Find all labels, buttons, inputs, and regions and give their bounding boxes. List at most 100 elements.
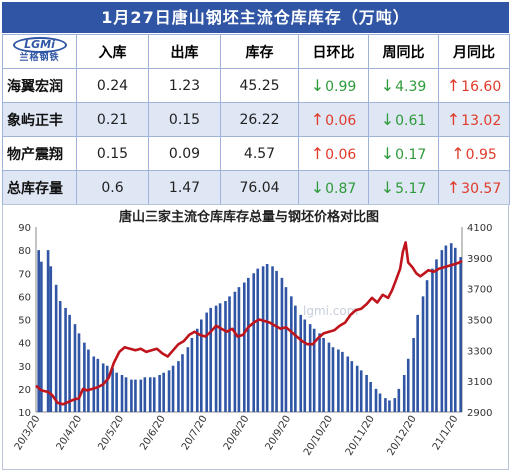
- cell-wow: ↓0.17: [368, 136, 439, 171]
- inventory-bar: [205, 312, 208, 412]
- change-value: 0.61: [395, 113, 427, 129]
- table-row: 海翼宏润 0.24 1.23 45.25 ↓0.99 ↓4.39 ↑16.60: [2, 68, 510, 103]
- inventory-bar: [37, 250, 40, 412]
- inventory-bar: [406, 358, 410, 412]
- cell-out: 0.15: [148, 102, 221, 137]
- chart-watermark: lgmi.com: [303, 304, 358, 318]
- y-right-tick-label: 3900: [467, 254, 492, 265]
- arrow-up-icon: ↑: [446, 178, 461, 197]
- inventory-bar: [284, 287, 288, 412]
- inventory-bar: [214, 305, 218, 412]
- inventory-bar: [73, 324, 77, 412]
- inventory-price-chart: 唐山三家主流仓库库存总量与钢坯价格对比图 lgmi.com 10 20 30 40 50 60…: [13, 209, 493, 458]
- arrow-down-icon: ↓: [380, 110, 395, 129]
- cell-in: 0.24: [76, 68, 149, 103]
- inventory-bar: [299, 314, 303, 412]
- inventory-bar: [105, 365, 109, 412]
- y-left-tick-label: 80: [18, 246, 31, 257]
- col-header-out: 出库: [148, 34, 221, 69]
- col-header-mom: 月同比: [438, 34, 510, 69]
- inventory-bar: [290, 296, 293, 412]
- col-header-dod: 日环比: [298, 34, 369, 69]
- cell-mom: ↑0.95: [438, 136, 510, 171]
- inventory-bar: [256, 268, 260, 412]
- lgmi-logo: LGMi 兰格钢铁: [5, 36, 75, 64]
- cell-stock: 76.04: [220, 170, 299, 205]
- inventory-bar: [190, 338, 194, 412]
- inventory-bar: [431, 268, 434, 412]
- inventory-bar: [237, 287, 241, 412]
- inventory-bar: [444, 245, 448, 412]
- inventory-bar: [171, 365, 175, 412]
- y-left-tick-label: 90: [18, 223, 31, 234]
- arrow-up-icon: ↑: [310, 144, 325, 163]
- x-tick-label: 20/11/20: [344, 414, 377, 458]
- inventory-bar: [96, 358, 100, 412]
- logo-cell: LGMi 兰格钢铁: [2, 34, 77, 69]
- inventory-bar: [143, 377, 147, 412]
- logo-ring-icon: [12, 36, 67, 53]
- inventory-bar: [252, 273, 256, 412]
- change-value: 5.17: [395, 181, 427, 197]
- inventory-bar: [365, 375, 368, 412]
- arrow-up-icon: ↑: [310, 110, 325, 129]
- inventory-bar: [308, 324, 312, 412]
- inventory-bar: [167, 370, 171, 412]
- arrow-down-icon: ↓: [310, 178, 325, 197]
- inventory-bar: [218, 303, 222, 412]
- row-name: 海翼宏润: [2, 68, 77, 103]
- inventory-bar: [261, 266, 265, 412]
- change-value: 30.57: [461, 181, 502, 197]
- inventory-bar: [209, 307, 213, 412]
- inventory-bar: [322, 338, 325, 412]
- arrow-down-icon: ↓: [380, 178, 395, 197]
- inventory-bar: [425, 280, 429, 412]
- cell-stock: 4.57: [220, 136, 299, 171]
- inventory-bar: [101, 363, 105, 412]
- row-name: 象屿正丰: [2, 102, 77, 137]
- arrow-down-icon: ↓: [310, 76, 325, 95]
- x-tick-label: 20/6/20: [138, 414, 168, 453]
- inventory-bar: [388, 400, 391, 412]
- inventory-bar: [115, 372, 118, 412]
- inventory-bar: [68, 314, 71, 412]
- inventory-bar: [275, 270, 278, 412]
- inventory-bar: [359, 370, 363, 412]
- inventory-bar: [393, 398, 397, 412]
- inventory-bar: [148, 377, 152, 412]
- change-value: 0.99: [325, 79, 357, 95]
- inventory-bar: [369, 381, 372, 412]
- inventory-bar: [271, 266, 274, 412]
- change-value: 4.39: [395, 79, 427, 95]
- inventory-bar: [449, 243, 453, 412]
- inventory-bar: [233, 291, 237, 412]
- inventory-bar: [421, 296, 425, 412]
- x-tick-label: 20/10/20: [302, 414, 335, 458]
- y-left-tick-label: 20: [18, 385, 31, 396]
- y-left-tick-label: 30: [18, 362, 31, 373]
- inventory-bar: [412, 338, 415, 412]
- x-tick-label: 20/3/20: [13, 414, 43, 453]
- inventory-bar: [46, 250, 50, 412]
- inventory-bar: [181, 354, 184, 412]
- inventory-bar: [318, 333, 321, 412]
- cell-wow: ↓0.61: [368, 102, 439, 137]
- inventory-bar: [87, 349, 90, 412]
- col-header-wow: 周同比: [368, 34, 439, 69]
- inventory-bar: [453, 247, 457, 412]
- inventory-bar: [416, 314, 419, 412]
- inventory-bar: [120, 375, 124, 412]
- y-right-tick-label: 3500: [467, 316, 492, 327]
- change-value: 16.60: [461, 79, 502, 95]
- inventory-bar: [355, 365, 359, 412]
- y-left-tick-label: 10: [18, 408, 31, 419]
- y-right-tick-label: 4100: [467, 223, 492, 234]
- cell-stock: 26.22: [220, 102, 299, 137]
- row-name: 物产震翔: [2, 136, 77, 171]
- inventory-bar: [186, 347, 190, 412]
- cell-dod: ↑0.06: [298, 102, 369, 137]
- inventory-bar: [397, 388, 401, 412]
- chart-panel: 唐山三家主流仓库库存总量与钢坯价格对比图 lgmi.com 10 20 30 40 50 60…: [2, 204, 509, 470]
- inventory-bar: [224, 301, 227, 412]
